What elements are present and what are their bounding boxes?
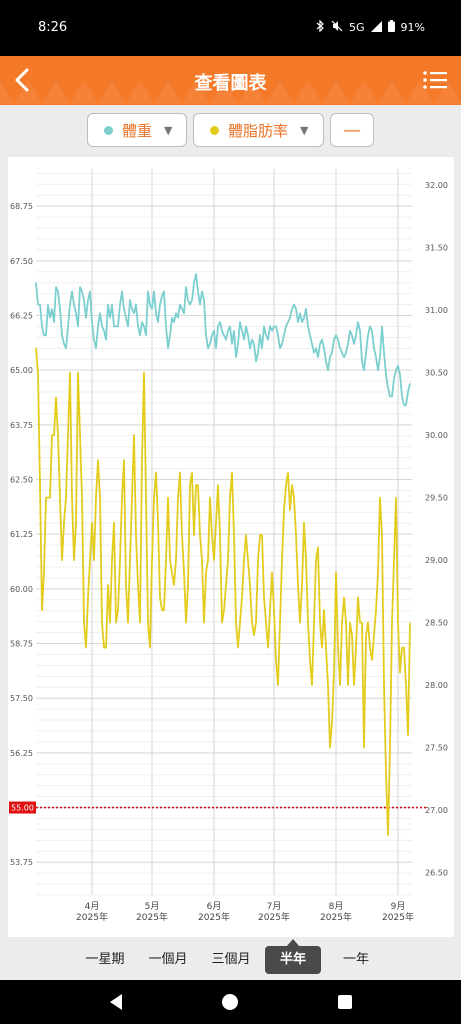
back-button[interactable] [8, 62, 44, 98]
time-range-tabs: 一星期 一個月 三個月 半年 一年 [0, 938, 461, 980]
x-axis-month-label: 4月 [85, 901, 100, 912]
status-icons: 5G 91% [315, 19, 425, 35]
right-axis-tick-label: 28.00 [425, 681, 448, 690]
tab-one-week[interactable]: 一星期 [85, 952, 125, 967]
left-axis-tick-label: 67.50 [10, 257, 33, 266]
left-axis-tick-label: 53.75 [10, 858, 33, 867]
active-tab-pointer-icon [286, 939, 300, 947]
metric-selector-label: 體重 [122, 121, 153, 140]
minus-icon: — [343, 119, 361, 141]
metric-selector-body-fat[interactable]: 體脂肪率 ▼ [193, 113, 324, 147]
tab-half-year[interactable]: 半年 [265, 946, 321, 974]
series-line-weight [35, 273, 411, 407]
metric-selector-weight[interactable]: 體重 ▼ [87, 113, 187, 147]
series-line-body-fat [35, 347, 411, 836]
left-axis-tick-label: 58.75 [10, 640, 33, 649]
x-axis-year-label: 2025年 [320, 911, 352, 923]
list-menu-icon [423, 71, 447, 89]
weight-dot-icon [104, 125, 113, 135]
nav-home-icon[interactable] [218, 990, 242, 1014]
network-type: 5G [349, 21, 365, 34]
menu-button[interactable] [419, 64, 451, 96]
goal-badge [9, 801, 36, 814]
system-nav-bar [0, 980, 461, 1024]
x-axis-month-label: 5月 [145, 901, 160, 912]
left-axis-tick-label: 63.75 [10, 421, 33, 430]
x-axis-year-label: 2025年 [76, 911, 108, 923]
right-axis-tick-label: 27.50 [425, 744, 448, 753]
body-fat-dot-icon [210, 125, 219, 135]
app-header: 查看圖表 [0, 56, 461, 105]
metric-selector-none[interactable]: — [330, 113, 374, 147]
status-bar: 8:26 5G 91% [0, 0, 461, 56]
right-axis-tick-label: 32.00 [425, 181, 448, 190]
right-axis-tick-label: 27.00 [425, 806, 448, 815]
x-axis-month-label: 8月 [329, 901, 344, 912]
left-axis-tick-label: 68.75 [10, 202, 33, 211]
page-title: 查看圖表 [194, 73, 267, 94]
x-axis-year-label: 2025年 [198, 911, 230, 923]
right-axis-tick-label: 31.00 [425, 306, 448, 315]
nav-back-icon[interactable] [104, 990, 128, 1014]
right-axis-tick-label: 26.50 [425, 869, 448, 878]
chart-panel[interactable]: 53.75 56.25 57.50 58.75 60.00 61.25 62.50 63.75… [8, 157, 454, 937]
right-axis-tick-label: 29.00 [425, 556, 448, 565]
left-axis-tick-label: 61.25 [10, 530, 33, 539]
tab-one-year[interactable]: 一年 [342, 952, 369, 967]
metric-selector-label: 體脂肪率 [228, 121, 289, 140]
left-axis-tick-label: 57.50 [10, 694, 33, 703]
goal-badge-label: 55.00 [11, 804, 34, 813]
left-axis-tick-label: 60.00 [10, 585, 33, 594]
dropdown-arrow-icon: ▼ [164, 123, 173, 137]
x-axis-month-label: 7月 [267, 901, 282, 912]
chevron-left-icon [15, 68, 29, 92]
x-axis-year-label: 2025年 [136, 911, 168, 923]
dropdown-arrow-icon: ▼ [300, 123, 309, 137]
left-axis-tick-label: 66.25 [10, 312, 33, 321]
right-axis-tick-label: 30.50 [425, 369, 448, 378]
right-axis-tick-label: 31.50 [425, 244, 448, 253]
right-axis-tick-label: 30.00 [425, 431, 448, 440]
bluetooth-icon [315, 19, 325, 35]
left-axis-tick-label: 65.00 [10, 366, 33, 375]
metric-selector-bar: 體重 ▼ 體脂肪率 ▼ — [0, 105, 461, 157]
left-axis-tick-label: 62.50 [10, 476, 33, 485]
x-axis-year-label: 2025年 [382, 911, 414, 923]
nav-recents-icon[interactable] [333, 990, 357, 1014]
x-axis-year-label: 2025年 [258, 911, 290, 923]
signal-icon [370, 20, 382, 35]
weight-bodyfat-line-chart[interactable]: 53.75 56.25 57.50 58.75 60.00 61.25 62.50 63.75… [8, 157, 454, 937]
tab-one-month[interactable]: 一個月 [148, 952, 188, 967]
tab-three-months[interactable]: 三個月 [211, 952, 251, 967]
right-axis-tick-label: 28.50 [425, 619, 448, 628]
x-axis-month-label: 6月 [207, 901, 222, 912]
x-axis-month-label: 9月 [391, 901, 406, 912]
battery-level: 91% [400, 21, 425, 34]
battery-icon [387, 20, 395, 35]
mute-icon [331, 20, 343, 35]
status-time: 8:26 [38, 20, 68, 35]
right-axis-tick-label: 29.50 [425, 494, 448, 503]
left-axis-tick-label: 56.25 [10, 749, 33, 758]
